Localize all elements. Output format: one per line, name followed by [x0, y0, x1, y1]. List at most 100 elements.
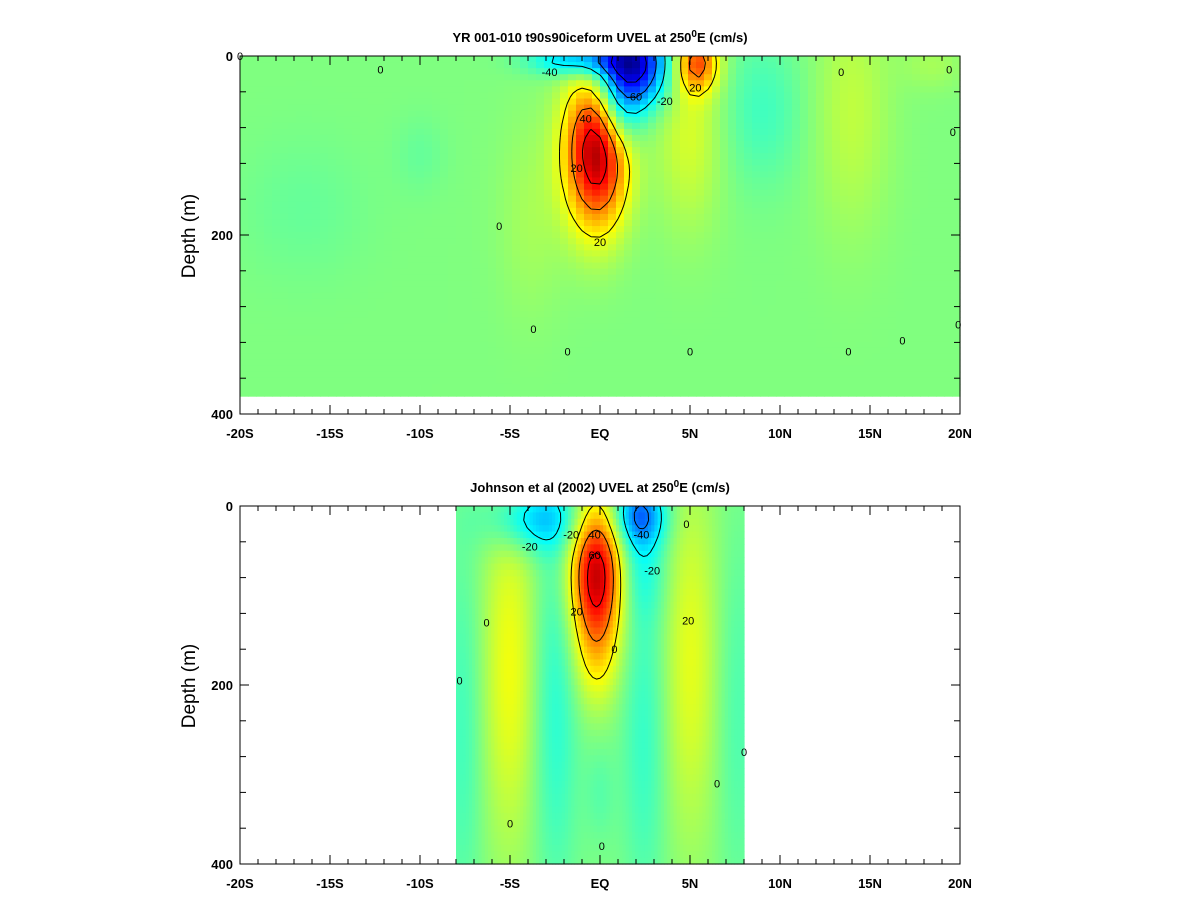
heatmap-cell	[784, 329, 793, 336]
heatmap-cell	[256, 110, 265, 118]
heatmap-cell	[512, 183, 521, 191]
heatmap-cell	[728, 171, 737, 179]
heatmap-cell	[736, 377, 745, 385]
heatmap-cell	[488, 298, 497, 306]
heatmap-cell	[480, 256, 489, 264]
heatmap-cell	[432, 171, 441, 179]
heatmap-cell	[304, 238, 313, 245]
heatmap-cell	[584, 183, 593, 191]
heatmap-cell	[264, 353, 273, 361]
heatmap-cell	[272, 329, 281, 336]
top-heatmap	[240, 56, 961, 397]
heatmap-cell	[928, 390, 937, 397]
heatmap-cell	[888, 347, 897, 355]
heatmap-cell	[952, 86, 961, 94]
heatmap-cell	[896, 274, 905, 282]
heatmap-cell	[920, 122, 929, 130]
heatmap-cell	[880, 232, 889, 239]
heatmap-cell	[432, 250, 441, 258]
heatmap-cell	[528, 359, 537, 367]
heatmap-cell	[496, 335, 505, 343]
heatmap-cell	[344, 323, 353, 330]
heatmap-cell	[768, 347, 777, 355]
heatmap-cell	[576, 183, 585, 191]
heatmap-cell	[928, 341, 937, 349]
heatmap-cell	[608, 268, 617, 276]
heatmap-cell	[352, 183, 361, 191]
heatmap-cell	[528, 280, 537, 288]
heatmap-cell	[296, 244, 305, 251]
heatmap-cell	[872, 335, 881, 343]
heatmap-cell	[872, 141, 881, 148]
heatmap-cell	[832, 98, 841, 106]
heatmap-cell	[896, 183, 905, 191]
heatmap-cell	[488, 305, 497, 312]
heatmap-cell	[656, 213, 665, 221]
heatmap-cell	[944, 323, 953, 330]
heatmap-cell	[440, 365, 449, 373]
heatmap-cell	[424, 165, 433, 172]
heatmap-cell	[880, 110, 889, 118]
heatmap-cell	[704, 292, 713, 300]
heatmap-cell	[240, 323, 249, 330]
heatmap-cell	[440, 141, 449, 148]
heatmap-cell	[904, 189, 913, 197]
heatmap-cell	[368, 110, 377, 118]
heatmap-cell	[456, 232, 465, 239]
heatmap-cell	[608, 280, 617, 288]
heatmap-cell	[496, 280, 505, 288]
heatmap-cell	[664, 122, 673, 130]
heatmap-cell	[936, 390, 945, 397]
heatmap-cell	[464, 219, 473, 227]
heatmap-cell	[824, 371, 833, 379]
heatmap-cell	[568, 201, 577, 209]
heatmap-cell	[440, 189, 449, 197]
heatmap-cell	[696, 80, 705, 87]
heatmap-cell	[912, 286, 921, 294]
heatmap-cell	[832, 292, 841, 300]
heatmap-cell	[712, 207, 721, 215]
heatmap-cell	[328, 62, 337, 69]
heatmap-cell	[928, 317, 937, 324]
heatmap-cell	[600, 390, 609, 397]
heatmap-cell	[464, 341, 473, 349]
heatmap-cell	[344, 183, 353, 191]
heatmap-cell	[568, 292, 577, 300]
heatmap-cell	[376, 311, 385, 318]
heatmap-cell	[488, 134, 497, 142]
heatmap-cell	[888, 122, 897, 130]
heatmap-cell	[744, 177, 753, 185]
heatmap-cell	[256, 365, 265, 373]
heatmap-cell	[320, 165, 329, 172]
heatmap-cell	[352, 195, 361, 203]
heatmap-cell	[248, 189, 257, 197]
heatmap-cell	[360, 365, 369, 373]
heatmap-cell	[752, 134, 761, 142]
heatmap-cell	[800, 262, 809, 270]
heatmap-cell	[488, 159, 497, 166]
heatmap-cell	[512, 305, 521, 312]
heatmap-cell	[616, 311, 625, 318]
heatmap-cell	[312, 286, 321, 294]
heatmap-cell	[288, 116, 297, 124]
heatmap-cell	[520, 292, 529, 300]
heatmap-cell	[696, 68, 705, 75]
heatmap-cell	[592, 359, 601, 367]
heatmap-cell	[768, 141, 777, 148]
heatmap-cell	[896, 317, 905, 324]
heatmap-cell	[872, 183, 881, 191]
heatmap-cell	[488, 244, 497, 251]
heatmap-cell	[672, 128, 681, 136]
heatmap-cell	[512, 323, 521, 330]
heatmap-cell	[856, 207, 865, 215]
heatmap-cell	[512, 110, 521, 118]
heatmap-cell	[848, 177, 857, 185]
heatmap-cell	[920, 226, 929, 233]
heatmap-cell	[704, 232, 713, 239]
heatmap-cell	[896, 104, 905, 112]
heatmap-cell	[360, 201, 369, 209]
heatmap-cell	[496, 195, 505, 203]
heatmap-cell	[504, 68, 513, 75]
heatmap-cell	[304, 171, 313, 179]
